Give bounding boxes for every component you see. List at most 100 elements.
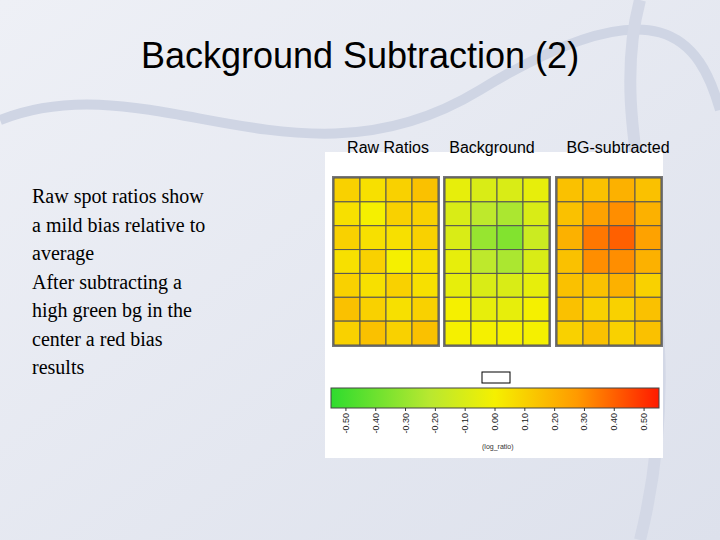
heatmap-cell <box>386 226 412 250</box>
heatmap-cell <box>412 297 438 321</box>
heatmap-cell <box>609 321 635 345</box>
heatmap-cell <box>334 250 360 274</box>
heatmap-cell <box>557 178 583 202</box>
heatmap-cell <box>445 321 471 345</box>
heatmap-cell <box>557 226 583 250</box>
decoration <box>0 29 720 133</box>
colorbar-tick-label: -0.50 <box>341 413 351 434</box>
colorbar-tick <box>345 408 346 411</box>
colorbar-label: (log_ratio) <box>482 443 514 451</box>
heatmap-cell <box>609 297 635 321</box>
heatmap-cell <box>609 202 635 226</box>
heatmap-cell <box>523 178 549 202</box>
body-line: Raw spot ratios show <box>32 185 204 208</box>
heatmap-cell <box>583 202 609 226</box>
heatmap-cell <box>583 226 609 250</box>
heatmap-cell <box>523 202 549 226</box>
colorbar-tick <box>554 408 555 411</box>
heatmap-cell <box>497 297 523 321</box>
heatmap-cell <box>445 202 471 226</box>
heatmap-cell <box>471 273 497 297</box>
heatmap-cell <box>386 250 412 274</box>
colorbar-tick <box>614 408 615 411</box>
slide: Background Subtraction (2)Raw spot ratio… <box>0 0 720 540</box>
colorbar-tick <box>644 408 645 411</box>
colorbar-tick-label: 0.20 <box>550 413 560 431</box>
colorbar-tick-label: 0.00 <box>490 413 500 431</box>
heatmap-cell <box>386 178 412 202</box>
heatmap-cell <box>497 178 523 202</box>
heatmap-cell <box>334 273 360 297</box>
heatmap-cell <box>557 297 583 321</box>
heatmap-cell <box>360 321 386 345</box>
heatmap-cell <box>497 321 523 345</box>
panel-frame <box>443 176 551 347</box>
heatmap-cell <box>445 297 471 321</box>
heatmap-cell <box>497 273 523 297</box>
heatmap-cell <box>445 226 471 250</box>
heatmap-cell <box>412 321 438 345</box>
heatmap-cell <box>523 321 549 345</box>
body-line: high green bg in the <box>32 299 192 322</box>
heatmap-cell <box>360 202 386 226</box>
body-line: average <box>32 242 94 265</box>
heatmap-cell <box>557 250 583 274</box>
heatmap-cell <box>635 226 661 250</box>
heatmap <box>332 176 440 347</box>
body-line: center a red bias <box>32 328 163 350</box>
heatmap-cell <box>583 250 609 274</box>
heatmap-cell <box>557 202 583 226</box>
colorbar-tick-label: -0.30 <box>401 413 411 434</box>
heatmap-cell <box>360 178 386 202</box>
heatmap-cell <box>445 178 471 202</box>
heatmap-cell <box>334 321 360 345</box>
heatmap-cell <box>386 273 412 297</box>
heatmap-cell <box>360 226 386 250</box>
heatmap-cell <box>583 321 609 345</box>
panel-frame <box>555 176 663 347</box>
heatmap-cell <box>635 321 661 345</box>
colorbar-tick-label: 0.40 <box>609 413 619 431</box>
heatmap-cell <box>334 202 360 226</box>
body-line: a mild bias relative to <box>32 214 205 236</box>
colorbar-marker-box <box>482 372 510 383</box>
heatmap-cell <box>523 273 549 297</box>
heatmap-cell <box>471 226 497 250</box>
heatmap-cell <box>445 273 471 297</box>
heatmap-cell <box>583 297 609 321</box>
colorbar-tick <box>465 408 466 411</box>
panel-title: BG-subtracted <box>566 139 669 156</box>
heatmap-cell <box>360 297 386 321</box>
heatmap <box>443 176 551 347</box>
heatmap-cell <box>635 297 661 321</box>
colorbar-tick-label: 0.30 <box>579 413 589 431</box>
heatmap-cell <box>471 202 497 226</box>
heatmap-cell <box>635 178 661 202</box>
heatmap-cell <box>609 226 635 250</box>
heatmap-cell <box>334 178 360 202</box>
colorbar <box>331 388 659 408</box>
body-line: results <box>32 356 84 378</box>
colorbar-tick-label: 0.10 <box>520 413 530 431</box>
colorbar-tick-label: 0.50 <box>639 413 649 431</box>
panel-title: Raw Ratios <box>347 139 429 156</box>
heatmap-cell <box>471 297 497 321</box>
colorbar-tick <box>584 408 585 411</box>
heatmap-cell <box>412 273 438 297</box>
colorbar-tick <box>405 408 406 411</box>
heatmap-cell <box>360 250 386 274</box>
background <box>0 0 720 540</box>
heatmap-cell <box>523 250 549 274</box>
heatmap-cell <box>471 321 497 345</box>
colorbar-tick-label: -0.40 <box>371 413 381 434</box>
heatmap-cell <box>497 202 523 226</box>
colorbar-tick <box>495 408 496 411</box>
body-line: After subtracting a <box>32 271 182 294</box>
heatmap-cell <box>583 273 609 297</box>
heatmap-cell <box>609 273 635 297</box>
heatmap-cell <box>386 321 412 345</box>
heatmap-cell <box>583 178 609 202</box>
colorbar-tick <box>375 408 376 411</box>
colorbar-tick-label: -0.20 <box>430 413 440 434</box>
heatmap-cell <box>497 250 523 274</box>
